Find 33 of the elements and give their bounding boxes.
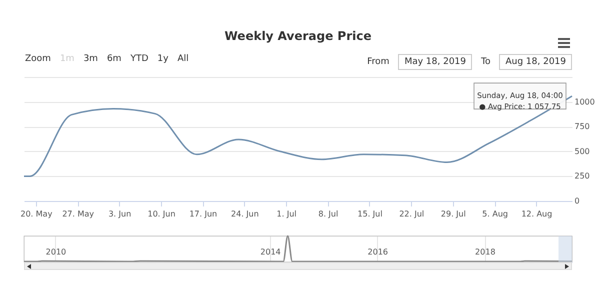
text: YTD [130, 54, 148, 64]
x-tick-label: 10. Jun [148, 210, 176, 218]
x-tick-label: 29. Jul [440, 210, 466, 218]
x-tick-label: 2010 [46, 248, 66, 256]
text: May 18, 2019 [398, 54, 472, 70]
text: To [481, 57, 490, 67]
y-tick-label: 1000 [574, 97, 595, 106]
x-tick-label: 22. Jul [399, 210, 424, 218]
text: 3m [83, 54, 98, 64]
text: All [177, 54, 189, 64]
x-tick-label: 1. Jul [276, 210, 296, 218]
x-tick-label: 5. Aug [482, 210, 508, 218]
text: From [367, 57, 390, 67]
x-tick-label: 2016 [368, 248, 388, 256]
text: 6m [106, 54, 122, 64]
x-tick-label: 20. May [20, 210, 53, 218]
x-tick-label: 12. Aug [521, 210, 552, 218]
y-tick-label: 0 [574, 196, 580, 206]
x-tick-label: 2018 [475, 248, 496, 256]
x-tick-label: 3. Jun [108, 210, 132, 218]
text: Zoom [25, 54, 51, 64]
y-tick-label: 750 [574, 122, 590, 132]
y-tick-label: 500 [574, 146, 590, 156]
text: 1y [157, 54, 168, 64]
chart-title: Weekly Average Price [224, 29, 372, 43]
text: Aug 18, 2019 [499, 54, 572, 70]
x-tick-label: 27. May [62, 210, 94, 218]
y-tick-label: 250 [574, 172, 590, 181]
x-tick-label: 17. Jun [189, 210, 218, 218]
x-tick-label: 15. Jul [358, 210, 382, 218]
x-tick-label: 24. Jun [231, 210, 259, 218]
x-tick-label: 8. Jul [318, 210, 338, 218]
x-tick-label: 2014 [260, 248, 281, 256]
